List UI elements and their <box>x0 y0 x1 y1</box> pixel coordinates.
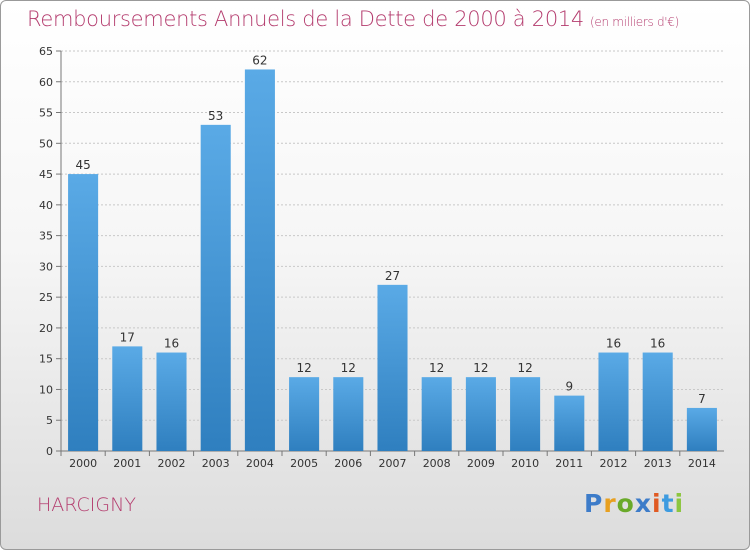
bar-2010 <box>510 377 541 451</box>
x-tick-label-2004: 2004 <box>246 457 274 470</box>
x-tick-label-2012: 2012 <box>600 457 628 470</box>
proxiti-logo: Proxiti <box>584 489 685 518</box>
x-tick-label-2002: 2002 <box>158 457 186 470</box>
bar-2003 <box>200 124 231 451</box>
y-tick-label: 25 <box>39 291 53 304</box>
y-tick-label: 65 <box>39 45 53 58</box>
bar-2009 <box>465 377 496 451</box>
x-tick-label-2011: 2011 <box>555 457 583 470</box>
bar-2002 <box>156 352 187 451</box>
bar-2006 <box>333 377 364 451</box>
bar-2001 <box>112 346 143 451</box>
y-tick-label: 15 <box>39 353 53 366</box>
bar-2011 <box>554 395 585 451</box>
x-tick-label-2008: 2008 <box>423 457 451 470</box>
y-tick-label: 50 <box>39 137 53 150</box>
x-tick-label-2000: 2000 <box>69 457 97 470</box>
data-label-2001: 17 <box>120 330 135 344</box>
x-tick-label-2013: 2013 <box>644 457 672 470</box>
bar-2012 <box>598 352 629 451</box>
bar-2004 <box>244 69 275 451</box>
y-tick-label: 10 <box>39 383 53 396</box>
y-tick-label: 30 <box>39 260 53 273</box>
y-tick-label: 20 <box>39 322 53 335</box>
x-tick-label-2010: 2010 <box>511 457 539 470</box>
data-label-2003: 53 <box>208 109 223 123</box>
data-label-2013: 16 <box>650 337 665 351</box>
data-label-2005: 12 <box>296 361 311 375</box>
bar-2007 <box>377 284 408 451</box>
data-label-2002: 16 <box>164 337 179 351</box>
bar-2013 <box>642 352 673 451</box>
bar-2000 <box>68 174 99 452</box>
data-label-2014: 7 <box>698 392 706 406</box>
data-label-2000: 45 <box>75 158 90 172</box>
y-tick-label: 40 <box>39 199 53 212</box>
y-tick-label: 60 <box>39 76 53 89</box>
chart-title-text: Remboursements Annuels de la Dette de 20… <box>27 7 584 31</box>
x-tick-label-2007: 2007 <box>379 457 407 470</box>
x-tick-label-2014: 2014 <box>688 457 716 470</box>
data-label-2012: 16 <box>606 337 621 351</box>
x-tick-label-2006: 2006 <box>334 457 362 470</box>
x-tick-label-2001: 2001 <box>113 457 141 470</box>
chart-title: Remboursements Annuels de la Dette de 20… <box>27 7 679 31</box>
data-label-2009: 12 <box>473 361 488 375</box>
data-label-2004: 62 <box>252 53 267 67</box>
data-label-2006: 12 <box>341 361 356 375</box>
y-tick-label: 35 <box>39 230 53 243</box>
x-tick-label-2009: 2009 <box>467 457 495 470</box>
y-tick-label: 0 <box>46 445 53 458</box>
data-label-2011: 9 <box>565 380 573 394</box>
y-tick-label: 45 <box>39 168 53 181</box>
y-tick-label: 55 <box>39 107 53 120</box>
data-label-2007: 27 <box>385 269 400 283</box>
commune-name: HARCIGNY <box>37 494 136 516</box>
x-tick-label-2005: 2005 <box>290 457 318 470</box>
unit-note: (en milliers d'€) <box>590 15 680 29</box>
data-label-2008: 12 <box>429 361 444 375</box>
data-label-2010: 12 <box>517 361 532 375</box>
bar-2014 <box>686 407 717 451</box>
x-tick-label-2003: 2003 <box>202 457 230 470</box>
bar-2005 <box>289 377 320 451</box>
y-tick-label: 5 <box>46 414 53 427</box>
bar-2008 <box>421 377 452 451</box>
